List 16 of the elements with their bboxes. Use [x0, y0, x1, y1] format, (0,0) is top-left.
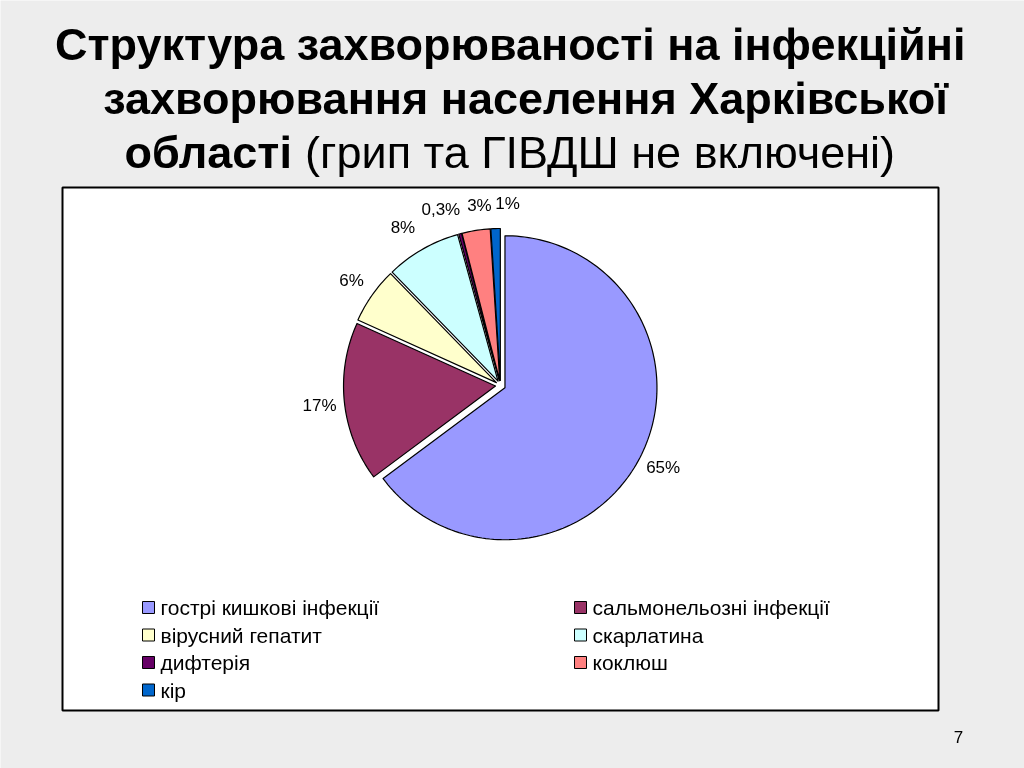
- data-label: 3%: [467, 196, 492, 216]
- legend-label: кір: [160, 678, 187, 702]
- chart-title: Структура захворюваності на інфекційні захворювання населення Харківської області (грип та ГІВДШ не включені): [55, 19, 966, 178]
- data-label: 1%: [495, 194, 520, 214]
- data-label: 6%: [339, 271, 364, 291]
- legend-label: сальмонельозні інфекції: [592, 596, 831, 619]
- data-label: 8%: [390, 218, 416, 238]
- legend-label: вірусний гепатит: [160, 623, 323, 647]
- text: 7: [953, 727, 964, 747]
- legend-label: гострі кишкові інфекції: [160, 596, 380, 619]
- legend-label: скарлатина: [592, 623, 704, 647]
- data-label: 65%: [646, 457, 681, 477]
- data-label: 17%: [302, 395, 337, 415]
- data-label: 0,3%: [421, 200, 461, 220]
- legend-label: дифтерія: [160, 651, 251, 674]
- legend-label: коклюш: [592, 651, 668, 674]
